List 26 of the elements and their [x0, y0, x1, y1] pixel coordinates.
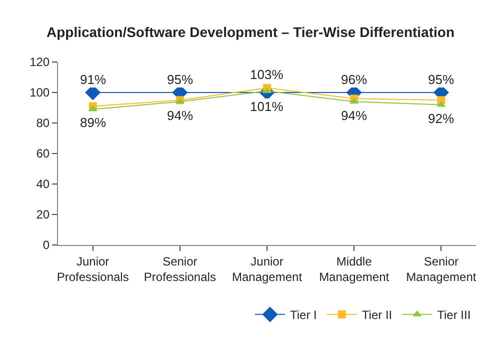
- y-tick-label: 60: [36, 146, 50, 161]
- legend-label: Tier I: [290, 308, 317, 322]
- data-label: 95%: [428, 72, 454, 87]
- x-tick-label: Senior Professionals: [144, 254, 216, 284]
- legend-label: Tier III: [437, 308, 471, 322]
- data-label: 89%: [80, 115, 106, 130]
- y-tick-label: 120: [30, 55, 50, 70]
- y-tick-label: 20: [36, 208, 50, 222]
- y-tick-label: 100: [30, 86, 50, 100]
- y-tick-label: 40: [36, 177, 50, 192]
- legend-label: Tier II: [362, 308, 392, 322]
- data-label: 92%: [428, 111, 454, 126]
- y-tick-label: 80: [36, 116, 50, 130]
- data-label: 103%: [250, 67, 284, 82]
- data-label: 101%: [250, 99, 284, 114]
- x-tick-label: Junior Management: [232, 254, 303, 284]
- data-label: 96%: [341, 72, 368, 87]
- data-label: 94%: [167, 108, 194, 123]
- data-label: 95%: [167, 72, 194, 87]
- x-tick-label: Middle Management: [319, 254, 390, 284]
- chart-title: Application/Software Development – Tier-Wise Differentiation: [46, 24, 455, 40]
- data-label: 94%: [341, 108, 368, 123]
- data-label: 91%: [80, 72, 106, 87]
- x-tick-label: Senior Management: [406, 254, 477, 284]
- y-tick-label: 0: [42, 238, 50, 252]
- x-tick-label: Junior Professionals: [56, 254, 129, 284]
